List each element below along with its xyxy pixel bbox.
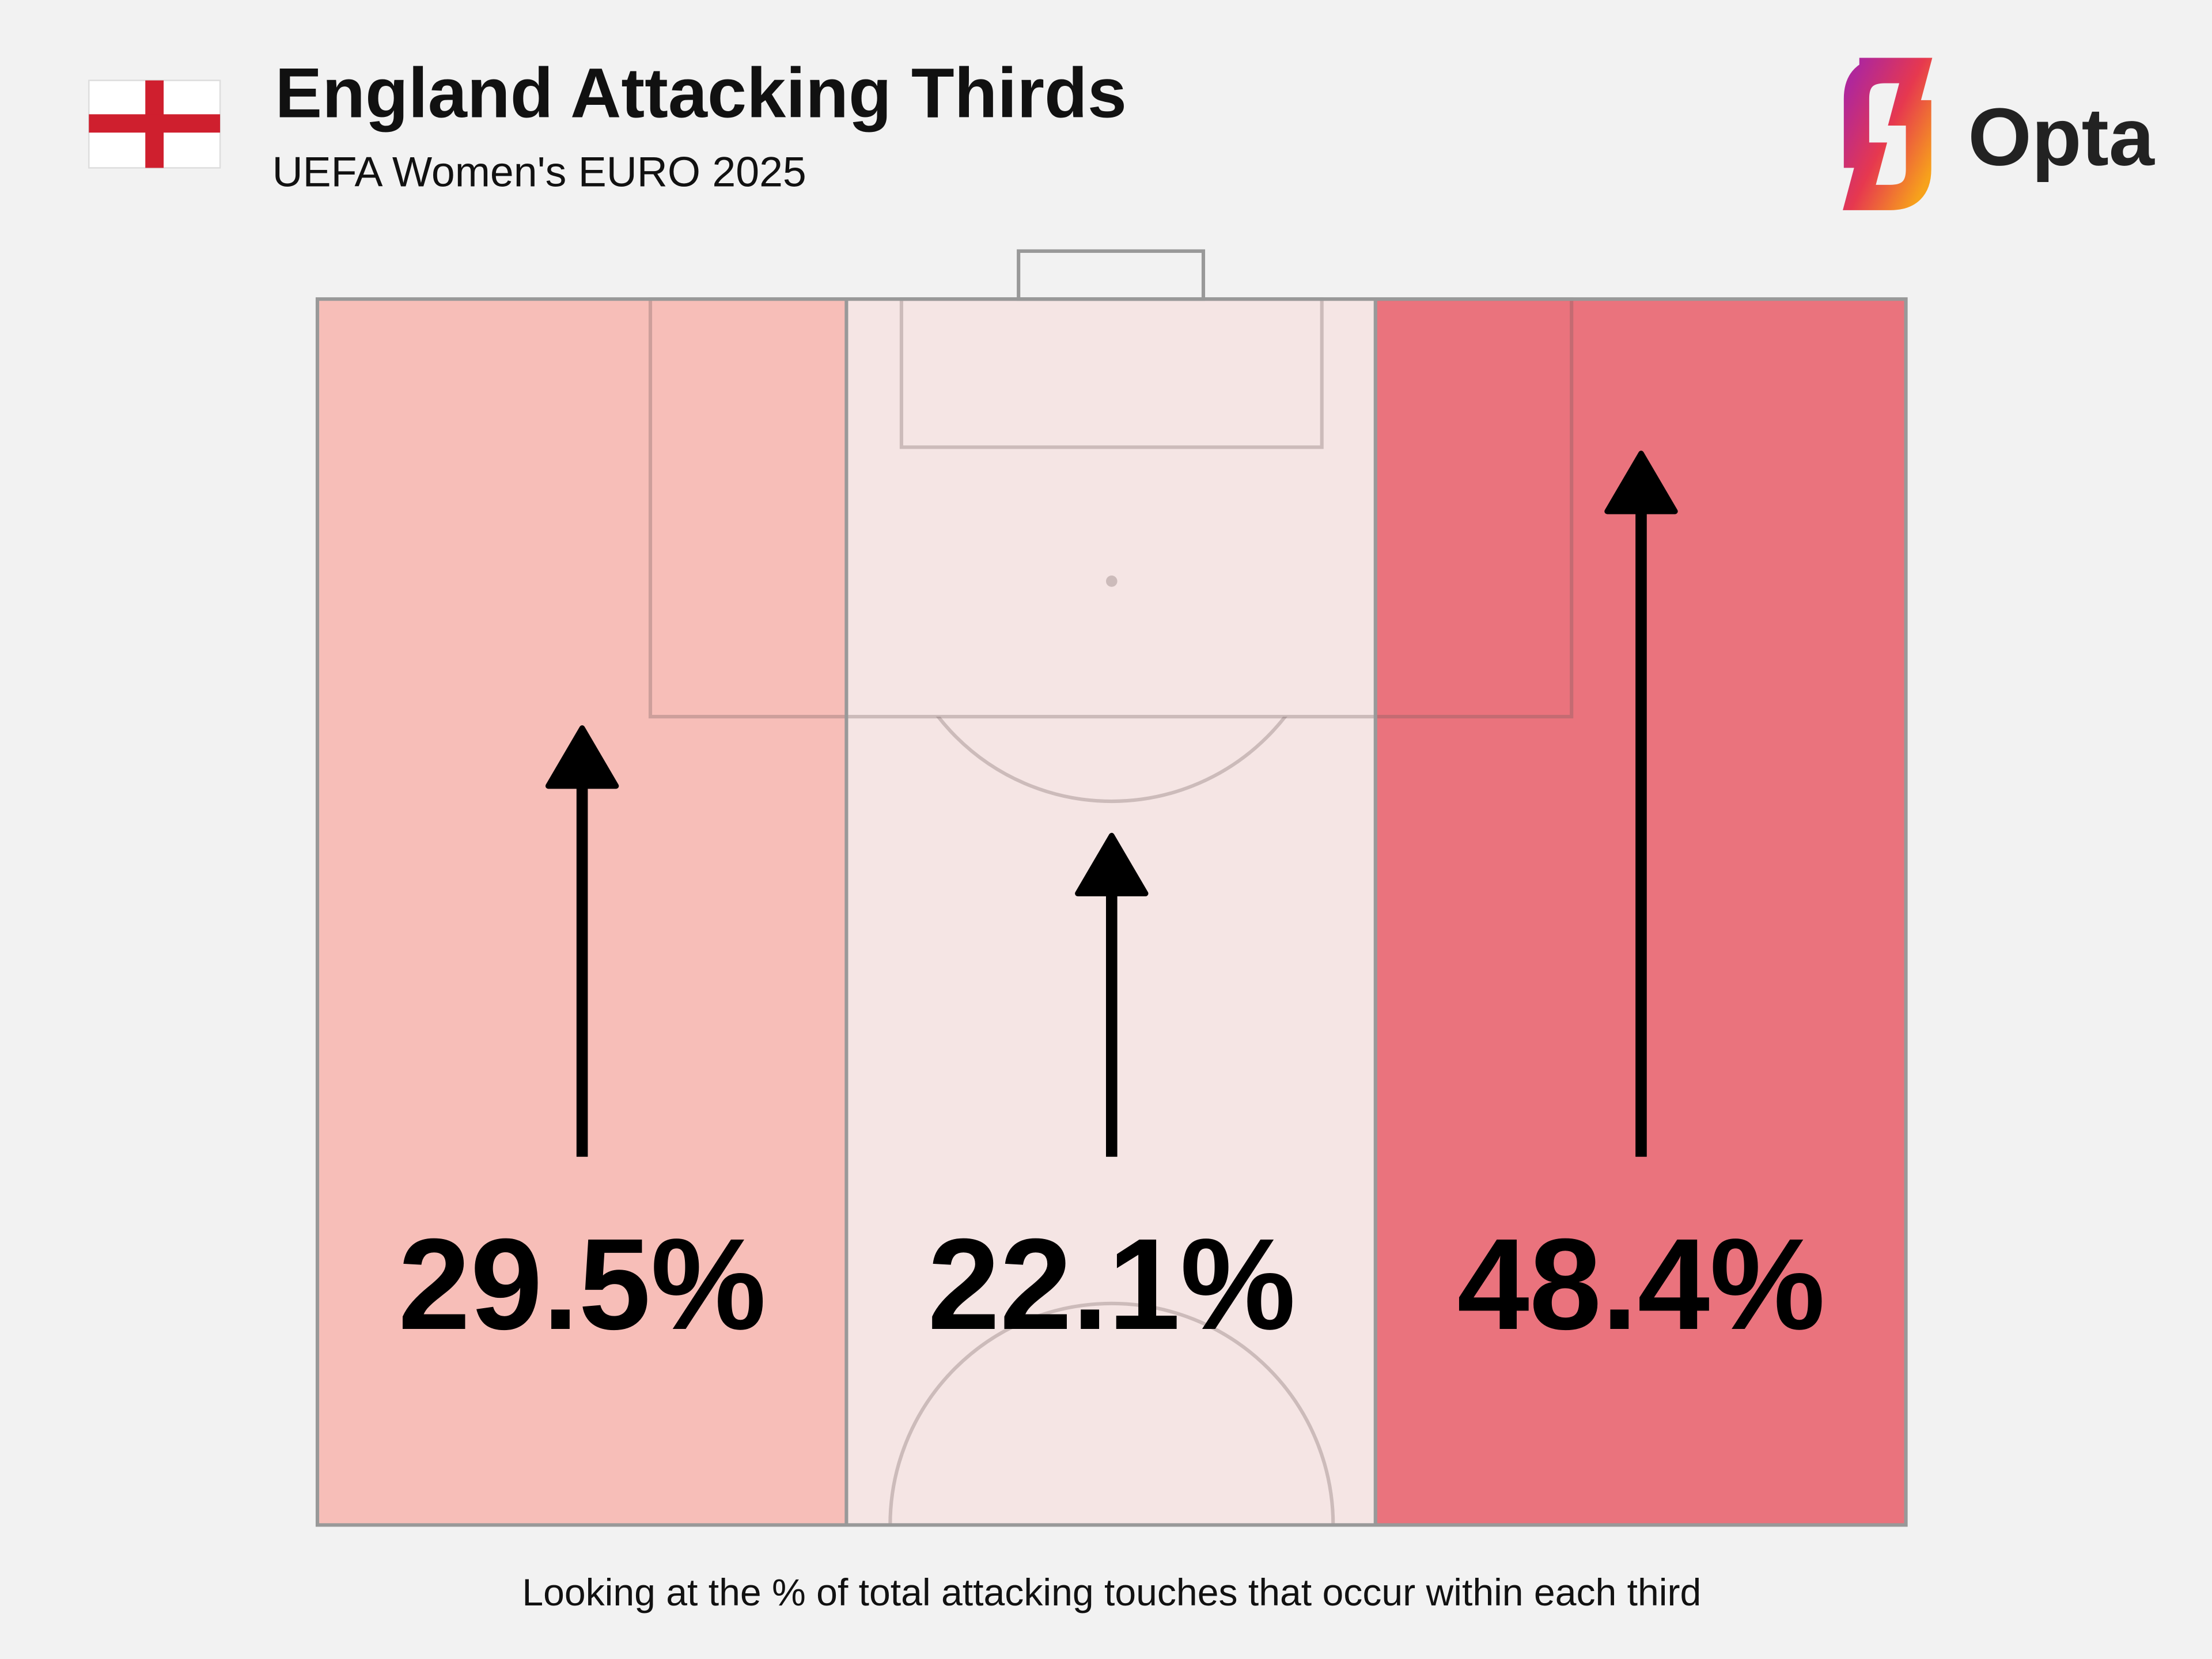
arrow-head xyxy=(545,725,619,789)
subtitle: UEFA Women's EURO 2025 xyxy=(272,147,806,195)
arrow xyxy=(1604,450,1678,1157)
zones xyxy=(317,299,1906,1525)
arrow xyxy=(545,725,619,1157)
flag xyxy=(88,79,221,169)
brand-name: Opta xyxy=(1968,92,2155,183)
value-label: 22.1% xyxy=(927,1211,1296,1357)
pitch-lines xyxy=(315,249,1908,1527)
arrow-head xyxy=(1604,450,1678,514)
brand-logo: Opta xyxy=(1843,58,2155,210)
arrow xyxy=(1075,832,1149,1157)
footnote: Looking at the % of total attacking touc… xyxy=(522,1571,1701,1614)
value-label: 29.5% xyxy=(398,1211,766,1357)
value-label: 48.4% xyxy=(1457,1211,1825,1357)
arrow-head xyxy=(1075,832,1149,897)
title: England Attacking Thirds xyxy=(275,53,1127,132)
marks: 29.5% 22.1% 48.4% xyxy=(398,450,1825,1357)
